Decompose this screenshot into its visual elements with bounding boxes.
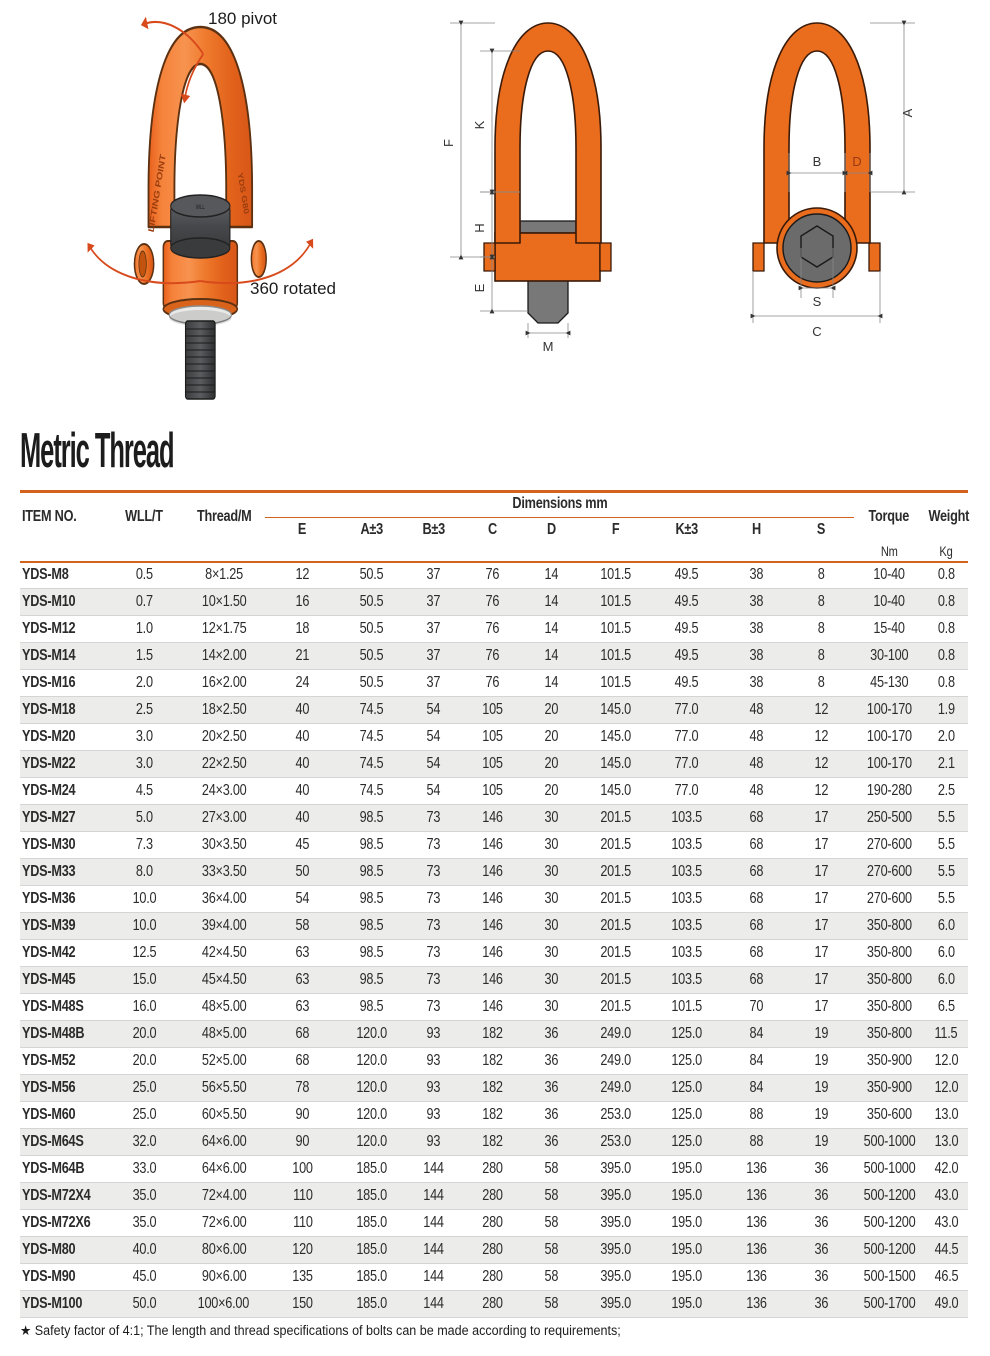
svg-text:360 rotated: 360 rotated — [250, 279, 336, 298]
svg-text:A: A — [900, 108, 915, 117]
svg-text:D: D — [852, 154, 861, 169]
svg-text:WLL: WLL — [196, 204, 205, 211]
svg-text:K: K — [472, 120, 487, 129]
svg-text:H: H — [472, 223, 487, 232]
svg-text:E: E — [472, 283, 487, 292]
svg-text:C: C — [812, 324, 821, 339]
svg-text:M: M — [543, 339, 554, 354]
svg-text:F: F — [441, 139, 456, 147]
svg-text:B: B — [813, 154, 822, 169]
svg-text:S: S — [813, 294, 822, 309]
svg-text:180 pivot: 180 pivot — [208, 9, 277, 28]
